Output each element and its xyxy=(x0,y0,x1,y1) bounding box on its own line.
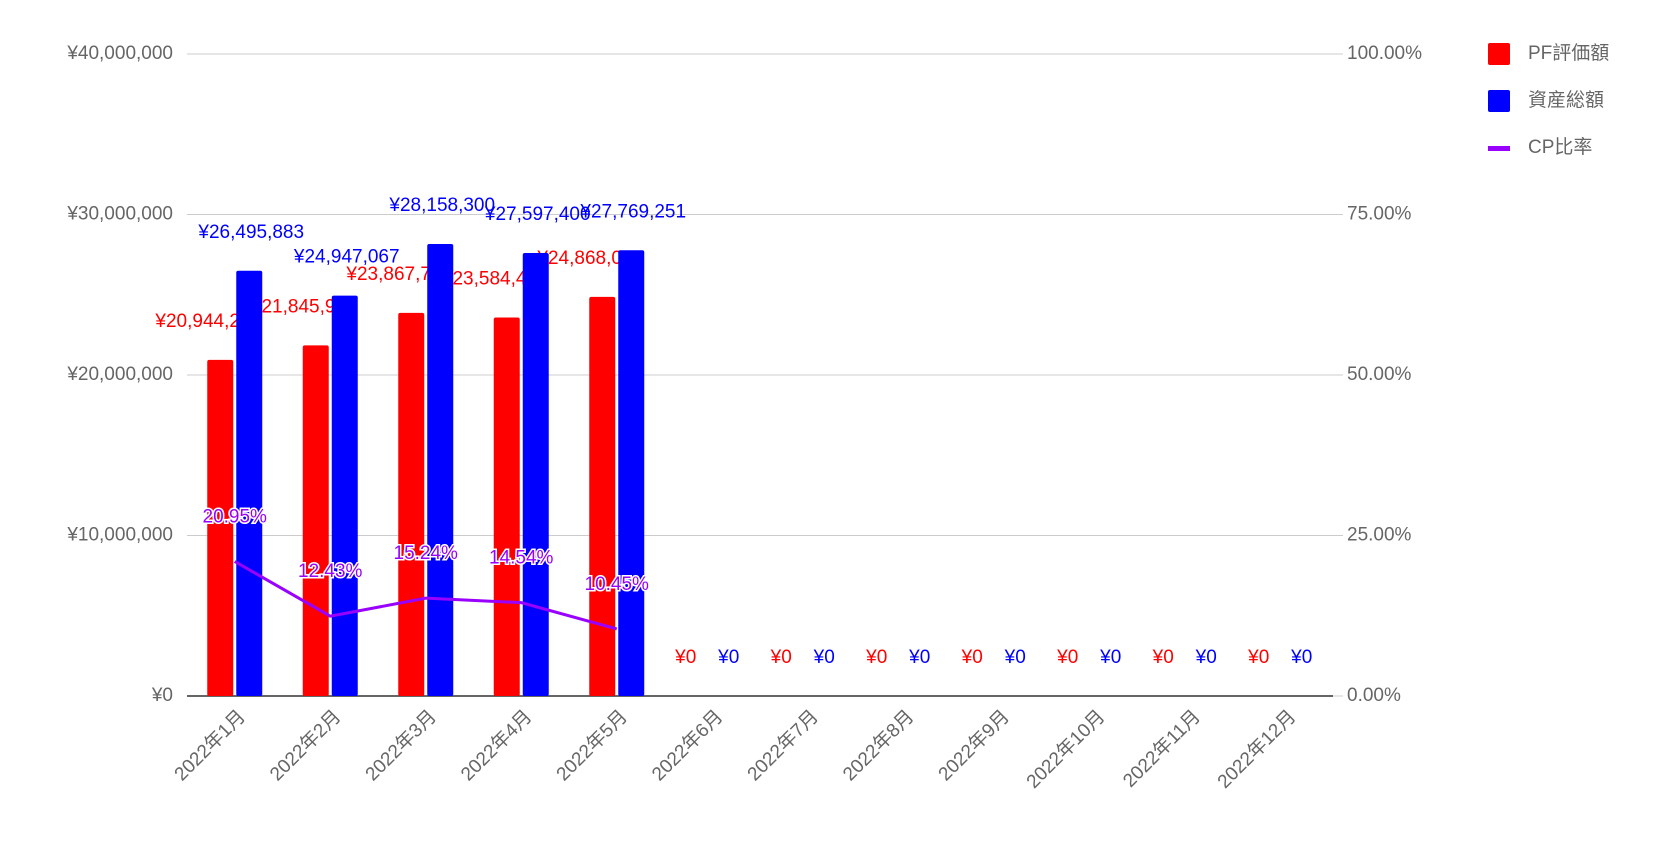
data-label: ¥0 xyxy=(813,647,835,668)
data-label: ¥20,944,206 xyxy=(154,311,261,332)
data-label: ¥23,584,437 xyxy=(441,268,548,289)
bar xyxy=(493,317,520,696)
data-label: 15.24% xyxy=(394,543,459,564)
data-label: ¥0 xyxy=(1195,647,1217,668)
x-tick-label: 2022年3月 xyxy=(361,706,441,786)
data-label: ¥0 xyxy=(1247,647,1269,668)
legend-label: 資産総額 xyxy=(1528,89,1604,111)
x-tick-label: 2022年5月 xyxy=(552,706,632,786)
bar xyxy=(302,345,329,696)
x-tick-label: 2022年10月 xyxy=(1022,706,1109,793)
data-label: 12.43% xyxy=(298,561,363,582)
x-tick-label: 2022年7月 xyxy=(743,706,823,786)
bar xyxy=(618,250,645,696)
x-tick-label: 2022年4月 xyxy=(457,706,537,786)
bar xyxy=(236,270,263,696)
data-label: ¥0 xyxy=(1099,647,1121,668)
data-label: ¥0 xyxy=(865,647,887,668)
y2-tick-label: 50.00% xyxy=(1347,364,1412,385)
data-label: ¥0 xyxy=(1004,647,1026,668)
data-label: ¥23,867,700 xyxy=(345,264,452,285)
line xyxy=(234,560,618,631)
legend-label: CP比率 xyxy=(1528,136,1592,158)
y-tick-label: ¥10,000,000 xyxy=(66,525,173,546)
x-tick-label: 2022年1月 xyxy=(170,706,250,786)
data-label: ¥0 xyxy=(717,647,739,668)
y-tick-label: ¥40,000,000 xyxy=(66,43,173,64)
x-tick-label: 2022年6月 xyxy=(648,706,728,786)
legend-swatch xyxy=(1488,90,1510,112)
x-tick-label: 2022年12月 xyxy=(1213,706,1300,793)
bar xyxy=(427,244,454,697)
y2-tick-label: 75.00% xyxy=(1347,204,1412,225)
data-label: ¥26,495,883 xyxy=(197,222,304,243)
data-label: ¥24,868,098 xyxy=(536,248,643,269)
data-label: ¥27,597,400 xyxy=(484,204,591,225)
x-tick-label: 2022年9月 xyxy=(934,706,1014,786)
bar xyxy=(589,296,616,696)
y-tick-label: ¥0 xyxy=(151,685,173,706)
x-tick-label: 2022年8月 xyxy=(839,706,919,786)
bar xyxy=(398,312,425,696)
data-label: ¥21,845,933 xyxy=(250,296,357,317)
y-tick-label: ¥30,000,000 xyxy=(66,204,173,225)
y2-tick-label: 0.00% xyxy=(1347,685,1401,706)
x-tick-label: 2022年2月 xyxy=(266,706,346,786)
bar xyxy=(207,359,234,696)
x-tick-label: 2022年11月 xyxy=(1119,706,1205,792)
data-label: ¥0 xyxy=(961,647,983,668)
data-label: ¥0 xyxy=(1290,647,1312,668)
legend-swatch xyxy=(1488,43,1510,65)
data-label: ¥28,158,300 xyxy=(388,195,495,216)
data-label: ¥0 xyxy=(908,647,930,668)
data-label: ¥24,947,067 xyxy=(293,247,400,268)
bar xyxy=(331,295,358,696)
bar xyxy=(522,253,549,696)
data-label: ¥0 xyxy=(770,647,792,668)
data-label: 14.54% xyxy=(489,548,554,569)
data-label: ¥0 xyxy=(674,647,696,668)
data-label: ¥27,769,251 xyxy=(579,201,686,222)
data-label: ¥0 xyxy=(1056,647,1078,668)
data-label: 10.45% xyxy=(585,574,650,595)
y-tick-label: ¥20,000,000 xyxy=(66,364,173,385)
data-label: ¥0 xyxy=(1152,647,1174,668)
legend-swatch xyxy=(1488,146,1510,151)
y2-tick-label: 100.00% xyxy=(1347,43,1422,64)
data-label: 20.95% xyxy=(203,507,268,528)
y2-tick-label: 25.00% xyxy=(1347,525,1412,546)
legend-label: PF評価額 xyxy=(1528,42,1609,64)
